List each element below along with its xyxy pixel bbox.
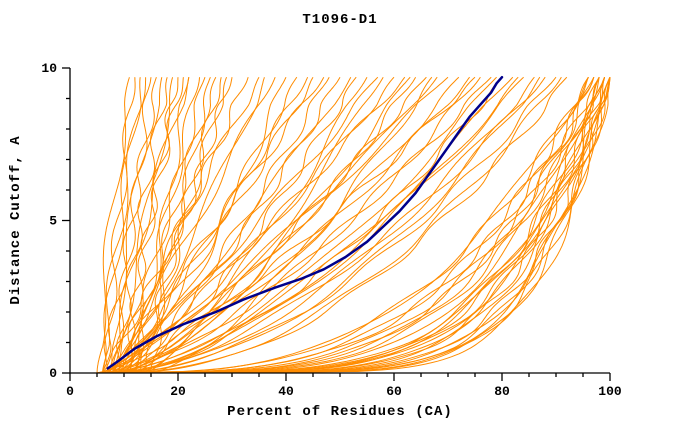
model-curve — [91, 76, 595, 374]
model-curve — [112, 77, 276, 374]
model-curve — [101, 77, 142, 374]
model-curve — [112, 77, 190, 374]
model-curve — [129, 76, 330, 374]
model-curve — [102, 76, 524, 374]
model-curve — [102, 77, 249, 374]
model-curve — [102, 76, 379, 374]
model-curve — [102, 77, 595, 374]
model-curve — [107, 77, 174, 374]
model-curve — [118, 76, 557, 374]
model-curve — [118, 76, 562, 374]
model-curve — [107, 76, 325, 374]
model-curve — [150, 76, 433, 374]
model-curve — [96, 76, 476, 374]
model-curve — [96, 77, 130, 374]
model-curve — [96, 76, 611, 374]
highlighted-model-curve — [106, 75, 504, 370]
x-tick-label: 40 — [278, 384, 294, 399]
model-curve — [107, 77, 600, 374]
model-curve — [145, 76, 411, 374]
model-curve — [113, 77, 600, 374]
model-curve — [111, 77, 163, 374]
model-curve — [107, 76, 395, 374]
model-curve — [101, 77, 147, 374]
x-tick-label: 60 — [386, 384, 402, 399]
y-tick-label: 10 — [41, 61, 57, 76]
tick-labels: 0 20 40 60 80 100 0 5 10 — [41, 61, 622, 399]
model-curve — [107, 76, 519, 374]
model-curve — [112, 76, 260, 374]
model-curve — [134, 77, 190, 374]
x-tick-label: 100 — [598, 384, 622, 399]
model-curve — [127, 77, 184, 374]
model-curve — [113, 76, 541, 374]
model-curve — [123, 76, 568, 374]
model-curve — [96, 76, 600, 374]
model-curve — [113, 76, 492, 374]
model-curve — [118, 77, 606, 374]
model-curve — [118, 77, 309, 374]
y-tick-label: 5 — [49, 214, 57, 229]
model-curves — [91, 76, 611, 374]
model-curve — [102, 76, 497, 374]
page-title: T1096-D1 — [302, 12, 378, 28]
model-curve — [123, 76, 427, 374]
model-curve — [128, 77, 201, 374]
model-curve — [112, 77, 152, 373]
x-tick-label: 0 — [66, 384, 74, 399]
model-curve — [113, 76, 589, 374]
x-axis-label: Percent of Residues (CA) — [227, 404, 453, 420]
model-curve — [107, 77, 595, 374]
x-tick-label: 80 — [494, 384, 510, 399]
model-curve — [113, 77, 606, 374]
x-tick-label: 20 — [170, 384, 186, 399]
model-curve — [140, 76, 384, 374]
model-curve — [112, 76, 406, 374]
axes — [62, 67, 611, 381]
model-curve — [103, 77, 136, 374]
model-curve — [134, 76, 217, 374]
y-tick-label: 0 — [49, 366, 57, 381]
model-curve — [107, 76, 481, 374]
model-curve — [118, 76, 611, 374]
model-curve — [107, 77, 611, 374]
model-curve — [123, 77, 222, 374]
model-curve — [113, 76, 546, 374]
model-curve — [102, 76, 449, 374]
model-curve — [102, 77, 589, 374]
model-curve — [118, 76, 352, 374]
model-curve — [123, 77, 611, 374]
